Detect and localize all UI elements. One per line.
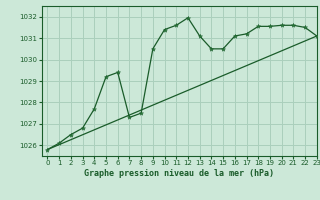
X-axis label: Graphe pression niveau de la mer (hPa): Graphe pression niveau de la mer (hPa) [84, 169, 274, 178]
